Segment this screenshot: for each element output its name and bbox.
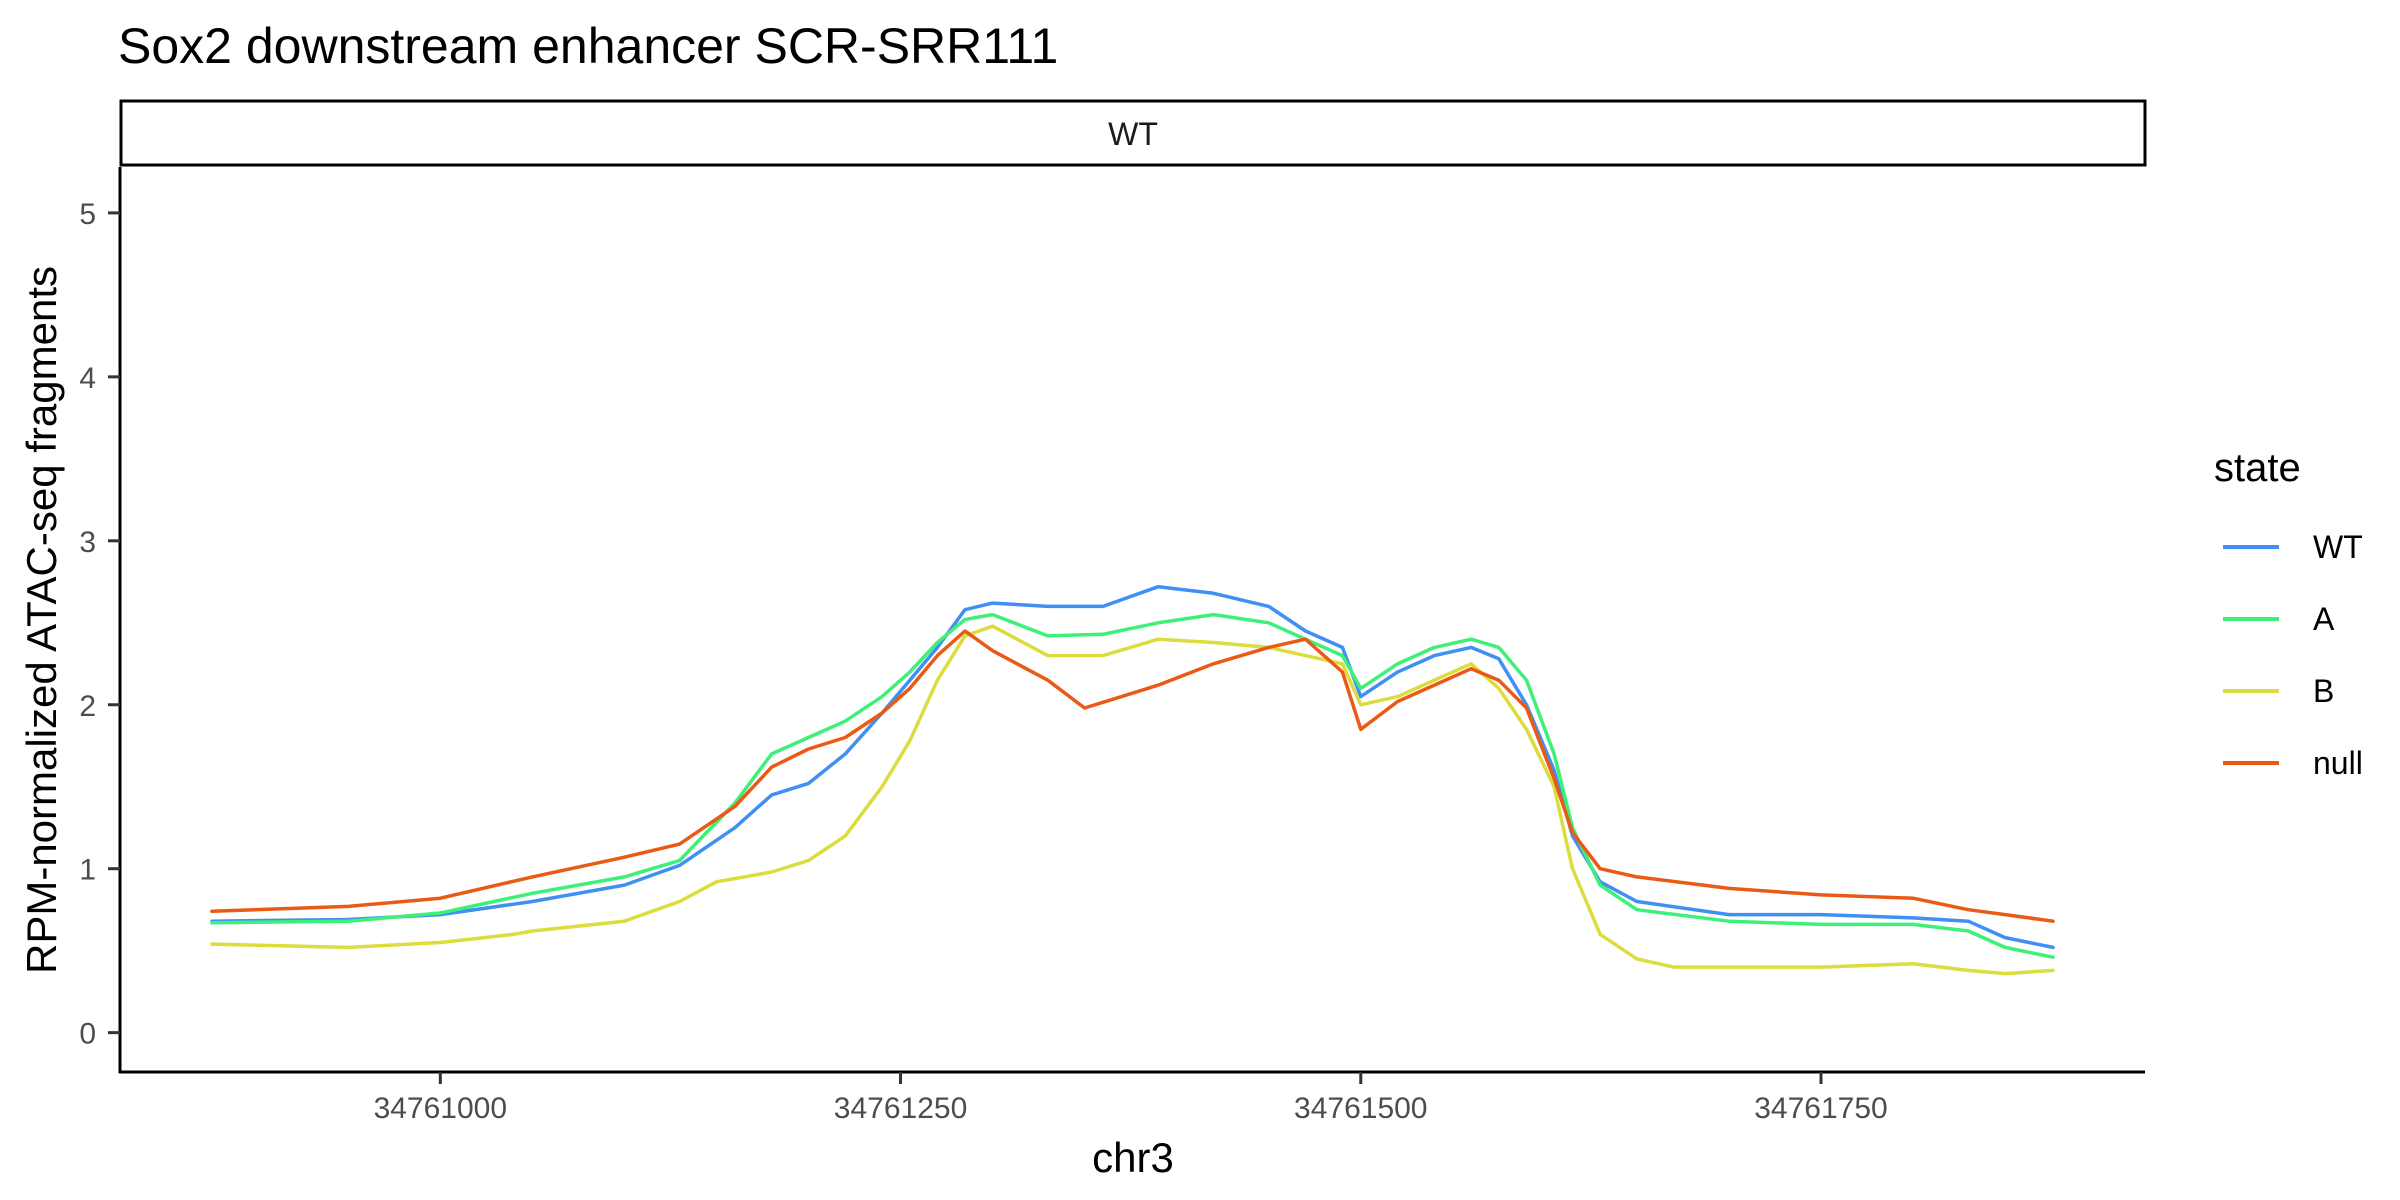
series-line-a: [210, 612, 2055, 959]
legend-title: state: [2214, 446, 2301, 490]
x-tick-label: 34761500: [1294, 1092, 1427, 1125]
legend-label: null: [2313, 745, 2363, 781]
facet-strip-box: [119, 99, 2147, 167]
y-tick-label: 1: [79, 854, 96, 887]
series-line-b: [210, 624, 2055, 976]
y-tick-label: 4: [79, 362, 96, 395]
facet-strip-label: WT: [1108, 116, 1158, 152]
y-tick-label: 0: [79, 1018, 96, 1051]
x-tick-label: 34761000: [374, 1092, 507, 1125]
y-axis-ticks: 0 1 2 3 4 5: [79, 198, 120, 1051]
chart-title: Sox2 downstream enhancer SCR-SRR111: [118, 18, 1058, 74]
series-line-null: [210, 629, 2055, 923]
legend-label: A: [2313, 601, 2335, 637]
data-lines: [210, 584, 2055, 976]
y-tick-label: 2: [79, 690, 96, 723]
y-tick-label: 5: [79, 198, 96, 231]
series-line-wt: [210, 584, 2055, 950]
facet-strip: WT: [119, 99, 2147, 167]
axes: [118, 167, 2145, 1074]
legend-label: WT: [2313, 529, 2363, 565]
x-tick-label: 34761750: [1754, 1092, 1887, 1125]
legend-label: B: [2313, 673, 2334, 709]
x-axis-ticks: 34761000 34761250 34761500 34761750: [374, 1072, 1888, 1125]
y-axis-title: RPM-normalized ATAC-seq fragments: [18, 266, 65, 974]
x-tick-label: 34761250: [834, 1092, 967, 1125]
y-tick-label: 3: [79, 526, 96, 559]
x-axis-title: chr3: [1092, 1134, 1174, 1181]
